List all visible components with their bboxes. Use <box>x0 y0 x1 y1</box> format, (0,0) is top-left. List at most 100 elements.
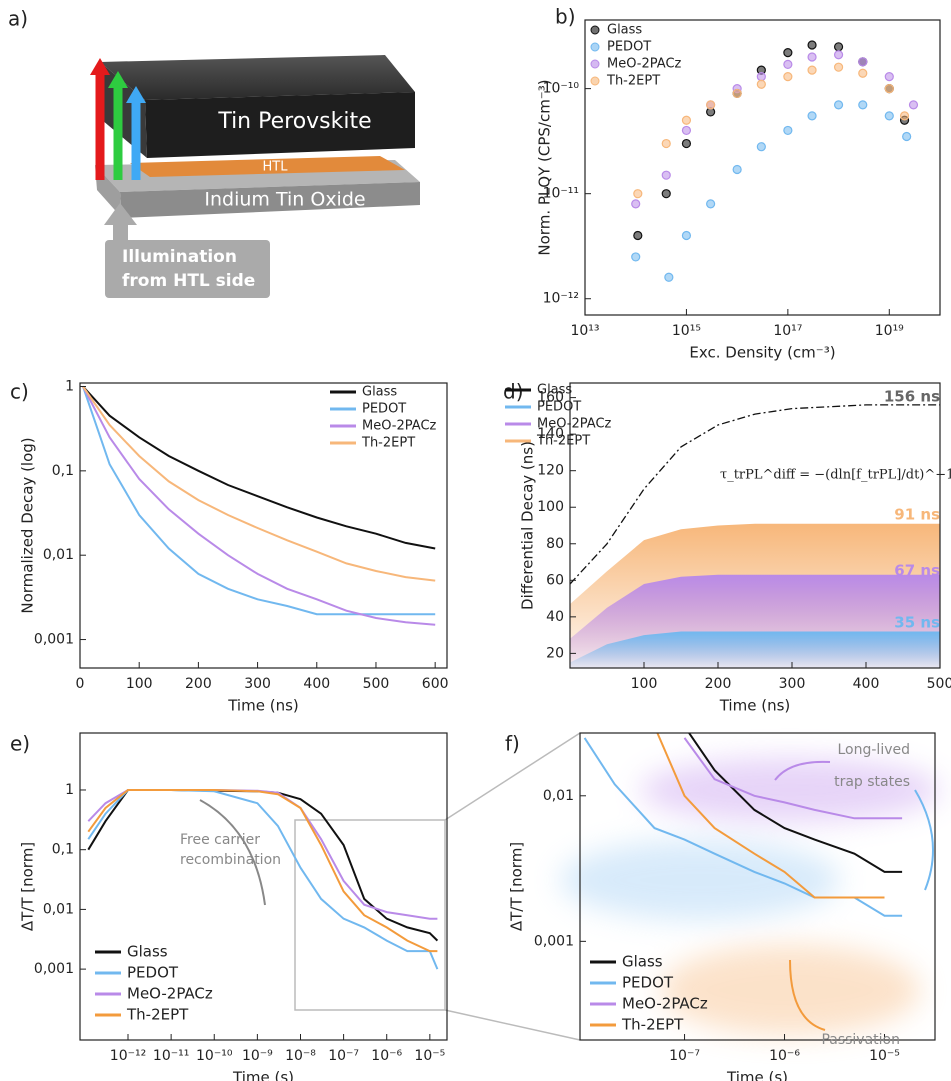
line <box>82 386 436 616</box>
plot-area <box>583 733 903 917</box>
data-point <box>807 52 817 62</box>
annotation: recombination <box>180 852 281 868</box>
x-tick-label: 10¹⁹ <box>875 323 904 339</box>
data-point <box>783 48 793 58</box>
x-tick-label: 300 <box>779 676 806 692</box>
y-tick-label: 100 <box>537 499 564 515</box>
data-point <box>706 199 716 209</box>
data-point <box>899 111 910 121</box>
legend-marker <box>590 59 600 69</box>
panel: 100 200 300 400 500 20 40 60 80 100 120 140 160 Time … <box>503 380 951 715</box>
x-tick-label: 500 <box>363 676 390 692</box>
x-tick-label: 600 <box>422 676 449 692</box>
y-tick-label: 80 <box>546 536 564 552</box>
x-axis-title: Time (ns) <box>719 697 791 715</box>
line <box>583 737 903 917</box>
data-point <box>631 199 641 209</box>
x-tick-label: 10¹⁷ <box>773 323 802 339</box>
panel: 10⁻¹² 10⁻¹¹ 10⁻¹⁰ 10⁻⁹ 10⁻⁸ 10⁻⁷ 10⁻⁶ 10⁻⁵ 1 0,1 0… <box>10 732 448 1081</box>
zoom-line <box>444 732 581 821</box>
y-tick-label: 1 <box>65 782 74 798</box>
legend-label: Th-2EPT <box>536 434 590 449</box>
perovskite-front <box>145 92 415 158</box>
data-point <box>783 59 793 70</box>
x-axis-title: Time (s) <box>726 1069 788 1081</box>
y-axis-title: ΔT/T [norm] <box>19 842 37 931</box>
line <box>82 385 436 582</box>
x-tick-label: 400 <box>853 676 880 692</box>
data-point <box>902 131 912 142</box>
data-point <box>681 125 692 136</box>
data-point <box>661 189 671 199</box>
line <box>687 733 903 873</box>
data-point <box>833 100 844 110</box>
x-tick-label: 300 <box>244 676 271 692</box>
x-tick-label: 200 <box>185 676 212 692</box>
data-point <box>833 42 844 52</box>
area <box>570 631 940 668</box>
x-tick-label: 10¹⁵ <box>672 323 701 339</box>
data-point <box>908 100 919 110</box>
data-point <box>858 100 868 110</box>
legend-label: Glass <box>622 953 663 971</box>
arrow-head <box>126 86 146 103</box>
x-tick-label: 10⁻⁷ <box>669 1048 700 1064</box>
panel-label: b) <box>555 5 576 29</box>
data-point <box>756 79 766 89</box>
layer-label: Tin Perovskite <box>217 109 371 134</box>
line <box>656 733 885 899</box>
legend-label: Th-2EPT <box>361 436 415 451</box>
annotation-arrow <box>914 789 934 891</box>
x-tick-label: 10⁻⁶ <box>769 1048 800 1064</box>
legend-label: Glass <box>127 943 168 961</box>
data-point <box>756 142 766 152</box>
line <box>82 386 436 626</box>
y-tick-label: 40 <box>546 609 564 625</box>
plot-frame <box>569 382 941 669</box>
x-tick-label: 10⁻⁹ <box>242 1048 273 1064</box>
y-tick-label: 0,01 <box>43 901 74 917</box>
panel-label: c) <box>10 380 29 404</box>
legend-label: PEDOT <box>362 402 406 417</box>
legend-label: Th-2EPT <box>126 1006 189 1024</box>
legend-label: Th-2EPT <box>621 1016 684 1034</box>
annotation: 91 ns <box>894 506 940 524</box>
device-diagram: a) Tin Perovskite HTL Indium Tin Oxide I… <box>8 7 420 298</box>
y-axis-title: Differential Decay (ns) <box>519 441 537 610</box>
legend-marker <box>590 25 600 35</box>
panel: 0 100 200 300 400 500 600 1 0,1 0,01 0,001 Time (ns… <box>10 378 449 714</box>
legend-label: Glass <box>607 23 642 38</box>
arrow-head <box>90 58 110 75</box>
annotation-arrow <box>774 760 831 781</box>
x-tick-label: 10⁻¹² <box>110 1048 146 1064</box>
layer-label: HTL <box>263 160 289 175</box>
shade <box>660 945 920 1035</box>
line <box>683 737 903 820</box>
data-point <box>884 111 894 121</box>
x-tick-label: 10⁻¹⁰ <box>196 1048 233 1064</box>
legend-label: MeO-2PACz <box>537 417 612 432</box>
plot-frame <box>579 732 936 1041</box>
data-point <box>807 111 817 121</box>
y-tick-label: 0,1 <box>52 842 74 858</box>
y-tick-label: 0,001 <box>534 933 574 949</box>
y-axis-title: Norm. PLQY (CPS/cm⁻³) <box>536 79 554 255</box>
legend-label: PEDOT <box>127 964 179 982</box>
panel-label: e) <box>10 732 30 756</box>
x-axis-title: Time (ns) <box>227 697 299 715</box>
data-point <box>833 50 844 60</box>
x-tick-label: 500 <box>927 676 951 692</box>
x-tick-label: 200 <box>705 676 732 692</box>
y-tick-label: 10⁻¹⁰ <box>543 81 580 97</box>
y-axis-title: ΔT/T [norm] <box>508 842 526 931</box>
legend-marker <box>590 42 600 52</box>
illumination-box <box>105 240 270 298</box>
y-tick-label: 0,001 <box>34 632 74 648</box>
plot-frame <box>79 382 448 669</box>
plot-area <box>631 40 919 282</box>
line <box>570 404 940 585</box>
plot-area <box>82 385 436 626</box>
y-tick-label: 10⁻¹² <box>543 291 579 307</box>
htl-layer <box>130 156 405 177</box>
panel: 10⁻⁷ 10⁻⁶ 10⁻⁵ 0,01 0,001 Time (s) ΔT/T [norm]… <box>505 732 936 1081</box>
